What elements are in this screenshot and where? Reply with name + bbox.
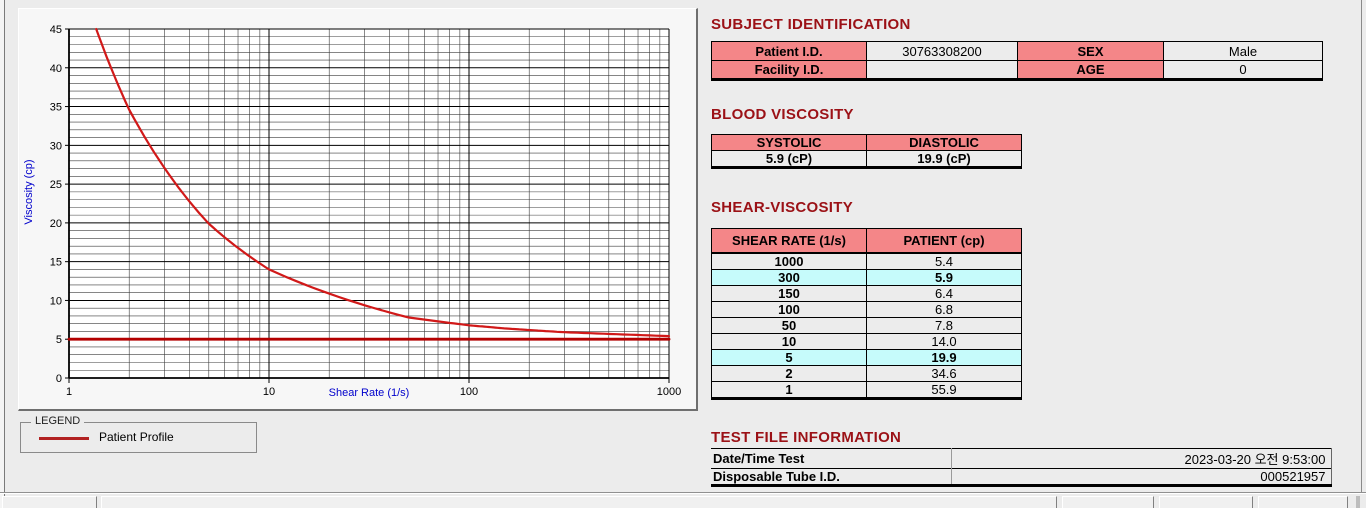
shear-rate-header: SHEAR RATE (1/s) (711, 228, 867, 254)
status-panel-1[interactable] (2, 496, 97, 508)
diastolic-value: 19.9 (cP) (866, 150, 1022, 168)
patient-cp-cell: 6.8 (866, 300, 1022, 318)
table-row: 5 19.9 (711, 348, 1022, 366)
age-label: AGE (1017, 60, 1164, 80)
patient-cp-cell: 14.0 (866, 332, 1022, 350)
viscosity-chart-panel: 0 5 10 15 20 25 30 35 40 45 1 10 100 1000 Shear Rate … (18, 8, 698, 411)
shear-rate-cell: 50 (711, 316, 867, 334)
table-row: Disposable Tube I.D. 000521957 (711, 468, 1332, 486)
table-row: 50 7.8 (711, 316, 1022, 334)
table-row: Patient I.D. 30763308200 SEX Male (711, 41, 1323, 61)
svg-text:0: 0 (56, 373, 62, 385)
svg-text:45: 45 (50, 24, 62, 36)
disposable-tube-id-label: Disposable Tube I.D. (711, 468, 952, 486)
table-row: 150 6.4 (711, 284, 1022, 302)
svg-text:30: 30 (50, 140, 62, 152)
shear-viscosity-title: SHEAR-VISCOSITY (711, 199, 854, 216)
systolic-header: SYSTOLIC (711, 134, 867, 151)
shear-rate-cell: 100 (711, 300, 867, 318)
viscosity-chart: 0 5 10 15 20 25 30 35 40 45 1 10 100 1000 (50, 24, 681, 398)
date-time-test-label: Date/Time Test (711, 448, 952, 469)
svg-text:10: 10 (263, 386, 275, 398)
status-strip-nub (1356, 496, 1360, 508)
status-panel-2[interactable] (101, 496, 1057, 508)
window-left-margin (0, 0, 4, 508)
facility-id-label: Facility I.D. (711, 60, 867, 80)
y-axis-title: Viscosity (cp) (23, 159, 35, 225)
subject-identification-table: Patient I.D. 30763308200 SEX Male Facili… (711, 41, 1323, 81)
patient-cp-cell: 34.6 (866, 364, 1022, 382)
status-panel-3[interactable] (1062, 496, 1154, 508)
patient-cp-cell: 19.9 (866, 348, 1022, 366)
patient-cp-cell: 5.9 (866, 268, 1022, 286)
svg-text:10: 10 (50, 295, 62, 307)
patient-cp-cell: 7.8 (866, 316, 1022, 334)
window-left-border (4, 0, 5, 508)
table-row: 10 14.0 (711, 332, 1022, 350)
table-row: 2 34.6 (711, 364, 1022, 382)
table-row: Date/Time Test 2023-03-20 오전 9:53:00 (711, 448, 1332, 469)
table-row: SYSTOLIC DIASTOLIC (711, 134, 1022, 151)
svg-text:1: 1 (66, 386, 72, 398)
table-header-row: SHEAR RATE (1/s) PATIENT (cp) (711, 228, 1022, 254)
svg-text:20: 20 (50, 218, 62, 230)
patient-cp-cell: 5.4 (866, 252, 1022, 270)
svg-text:100: 100 (460, 386, 478, 398)
systolic-value: 5.9 (cP) (711, 150, 867, 168)
subject-identification-title: SUBJECT IDENTIFICATION (711, 16, 911, 33)
svg-text:25: 25 (50, 179, 62, 191)
test-file-information-table: Date/Time Test 2023-03-20 오전 9:53:00 Dis… (711, 448, 1332, 487)
disposable-tube-id-value: 000521957 (951, 468, 1332, 486)
table-row: Facility I.D. AGE 0 (711, 60, 1323, 80)
facility-id-value (866, 60, 1018, 80)
shear-rate-cell: 2 (711, 364, 867, 382)
table-row: 1000 5.4 (711, 252, 1022, 270)
shear-rate-cell: 300 (711, 268, 867, 286)
patient-cp-header: PATIENT (cp) (866, 228, 1022, 254)
sex-label: SEX (1017, 41, 1164, 61)
legend-box: LEGEND Patient Profile (20, 415, 257, 453)
blood-viscosity-table: SYSTOLIC DIASTOLIC 5.9 (cP) 19.9 (cP) (711, 134, 1022, 169)
patient-id-label: Patient I.D. (711, 41, 867, 61)
diastolic-header: DIASTOLIC (866, 134, 1022, 151)
status-strip-divider (0, 492, 1366, 494)
window-right-border (1361, 0, 1362, 494)
legend-line-sample (39, 437, 89, 440)
sex-value: Male (1163, 41, 1323, 61)
svg-text:35: 35 (50, 102, 62, 114)
shear-rate-cell: 1 (711, 380, 867, 399)
status-panel-5[interactable] (1258, 496, 1348, 508)
shear-viscosity-table: SHEAR RATE (1/s) PATIENT (cp) 1000 5.4 3… (711, 228, 1022, 400)
patient-cp-cell: 6.4 (866, 284, 1022, 302)
table-row: 5.9 (cP) 19.9 (cP) (711, 150, 1022, 168)
status-panel-4[interactable] (1159, 496, 1253, 508)
shear-rate-cell: 150 (711, 284, 867, 302)
patient-cp-cell: 55.9 (866, 380, 1022, 399)
svg-text:40: 40 (50, 63, 62, 75)
table-row: 100 6.8 (711, 300, 1022, 318)
blood-viscosity-title: BLOOD VISCOSITY (711, 106, 854, 123)
patient-id-value: 30763308200 (866, 41, 1018, 61)
x-axis-title: Shear Rate (1/s) (328, 387, 410, 399)
shear-rate-cell: 1000 (711, 252, 867, 270)
shear-rate-cell: 10 (711, 332, 867, 350)
table-row: 300 5.9 (711, 268, 1022, 286)
svg-text:5: 5 (56, 334, 62, 346)
date-time-test-value: 2023-03-20 오전 9:53:00 (951, 448, 1332, 469)
svg-text:15: 15 (50, 257, 62, 269)
legend-caption: LEGEND (31, 415, 85, 427)
legend-entry-label: Patient Profile (99, 430, 174, 444)
table-row: 1 55.9 (711, 380, 1022, 399)
test-file-information-title: TEST FILE INFORMATION (711, 429, 902, 446)
svg-text:1000: 1000 (657, 386, 681, 398)
shear-rate-cell: 5 (711, 348, 867, 366)
age-value: 0 (1163, 60, 1323, 80)
